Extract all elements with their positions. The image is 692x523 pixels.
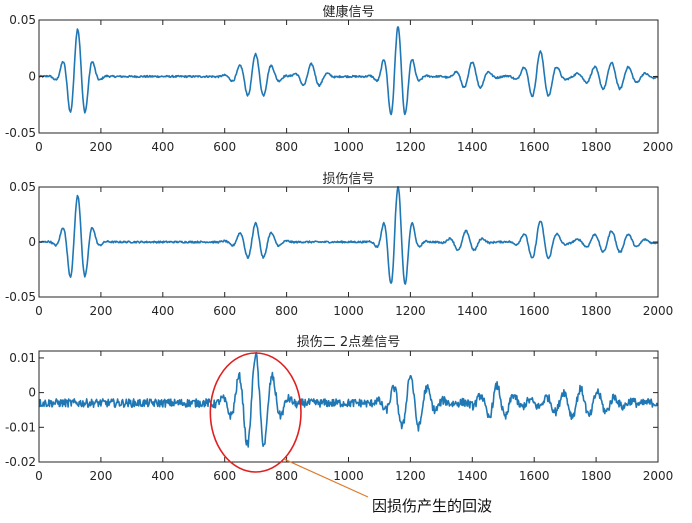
x-tick-label: 1400 [457, 469, 488, 483]
series-line [39, 186, 658, 285]
y-tick-label: 0 [28, 386, 36, 400]
x-tick-label: 800 [275, 304, 298, 318]
chart-panel-2: 损伤信号 0 200 400 600 800 1000 1200 1400 1600 1800 200… [5, 172, 673, 318]
y-tick-label: 0.01 [9, 351, 36, 365]
x-tick-label: 1000 [333, 469, 364, 483]
x-tick-label: 800 [275, 469, 298, 483]
x-tick-label: 1600 [519, 304, 550, 318]
x-tick-label: 200 [89, 140, 112, 154]
x-tick-label: 0 [35, 140, 43, 154]
x-tick-label: 400 [151, 469, 174, 483]
x-tick-label: 400 [151, 304, 174, 318]
x-tick-label: 0 [35, 304, 43, 318]
x-tick-label: 1600 [519, 140, 550, 154]
x-tick-label: 1200 [395, 469, 426, 483]
x-tick-label: 200 [89, 304, 112, 318]
x-tick-label: 1000 [333, 304, 364, 318]
y-tick-label: 0 [28, 235, 36, 249]
x-tick-label: 600 [213, 140, 236, 154]
x-tick-label: 1200 [395, 304, 426, 318]
x-tick-label: 1800 [581, 140, 612, 154]
x-tick-label: 1200 [395, 140, 426, 154]
y-tick-label: 0.05 [9, 13, 36, 27]
x-tick-label: 400 [151, 140, 174, 154]
x-tick-label: 800 [275, 140, 298, 154]
chart-title: 损伤二 2点差信号 [297, 335, 400, 350]
x-tick-label: 2000 [643, 304, 674, 318]
x-tick-label: 200 [89, 469, 112, 483]
x-tick-label: 1400 [457, 304, 488, 318]
y-tick-label: -0.05 [5, 290, 36, 304]
x-tick-label: 600 [213, 469, 236, 483]
x-tick-label: 1600 [519, 469, 550, 483]
highlight-ellipse [209, 352, 302, 473]
x-tick-label: 1800 [581, 469, 612, 483]
y-tick-label: -0.05 [5, 126, 36, 140]
x-tick-label: 2000 [643, 469, 674, 483]
y-tick-label: -0.01 [5, 420, 36, 434]
series-line [39, 351, 658, 448]
y-tick-label: -0.02 [5, 455, 36, 469]
x-tick-label: 1800 [581, 304, 612, 318]
chart-panel-3: 损伤二 2点差信号 0 200 400 600 800 1000 1200 1400 1600 18… [5, 335, 673, 515]
x-tick-label: 2000 [643, 140, 674, 154]
x-tick-label: 0 [35, 469, 43, 483]
chart-panel-1: 健康信号 0 200 400 600 800 1000 1200 1400 1600 1800 200… [5, 4, 673, 154]
x-tick-label: 1000 [333, 140, 364, 154]
x-tick-label: 1400 [457, 140, 488, 154]
y-tick-label: 0.05 [9, 180, 36, 194]
annotation-arrow [283, 458, 369, 498]
y-tick-label: 0 [28, 70, 36, 84]
x-tick-label: 600 [213, 304, 236, 318]
chart-title: 损伤信号 [322, 172, 374, 187]
chart-title: 健康信号 [322, 4, 374, 20]
series-line [39, 26, 658, 116]
annotation-label: 因损伤产生的回波 [372, 497, 492, 515]
